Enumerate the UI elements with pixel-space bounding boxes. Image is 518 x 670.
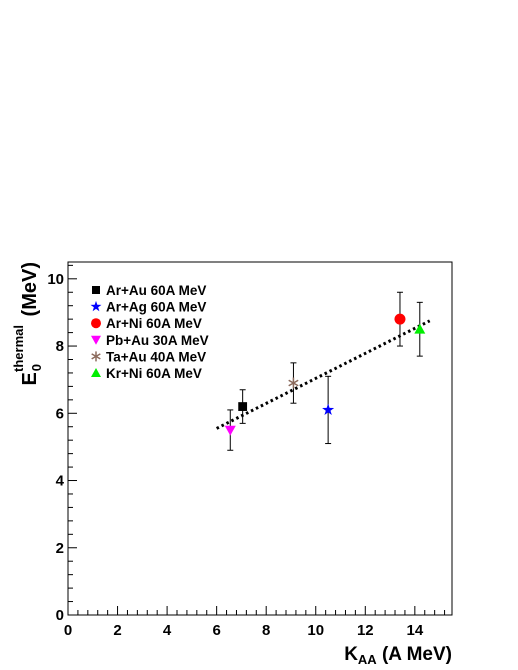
data-point: [224, 409, 236, 451]
legend-entry: Ar+Ag 60A MeV: [90, 300, 206, 315]
marker-triangle-up: [91, 368, 101, 377]
data-point: [394, 291, 406, 347]
marker-square: [238, 402, 248, 411]
marker-circle: [91, 318, 101, 329]
y-tick-label: 6: [56, 405, 64, 422]
legend-label: Ar+Au 60A MeV: [106, 283, 206, 298]
y-axis-title-group: E0thermal (MeV): [11, 262, 44, 386]
marker-asterisk: [288, 377, 299, 389]
fit-line: [215, 319, 431, 430]
y-tick-label: 2: [56, 540, 64, 557]
data-point: [414, 301, 426, 357]
marker-square: [92, 286, 100, 294]
legend-label: Kr+Ni 60A MeV: [106, 366, 202, 381]
legend-entry: Ta+Au 40A MeV: [91, 349, 206, 364]
legend-entry: Ar+Ni 60A MeV: [91, 316, 202, 331]
fit-line-group: [215, 319, 431, 430]
x-tick-label: 10: [307, 622, 324, 639]
y-tick-label: 10: [47, 271, 64, 288]
marker-triangle-up: [414, 323, 426, 334]
x-axis-title: KAA (A MeV): [344, 644, 452, 667]
marker-star: [322, 403, 335, 416]
legend-label: Pb+Au 30A MeV: [106, 333, 209, 348]
marker-circle: [394, 313, 406, 325]
x-tick-label: 8: [262, 622, 270, 639]
data-points: [224, 291, 426, 451]
x-tick-label: 14: [406, 622, 423, 639]
asterisk-stroke: [288, 379, 299, 387]
legend-entry: Ar+Au 60A MeV: [92, 283, 206, 298]
legend-entry: Pb+Au 30A MeV: [91, 333, 209, 348]
x-tick-label: 12: [357, 622, 374, 639]
legend-label: Ta+Au 40A MeV: [106, 349, 206, 364]
data-point: [238, 389, 248, 424]
marker-triangle-down: [91, 335, 101, 345]
x-tick-label: 0: [64, 622, 72, 639]
x-tick-label: 6: [212, 622, 220, 639]
legend-label: Ar+Ni 60A MeV: [106, 316, 202, 331]
asterisk-stroke: [91, 353, 101, 360]
y-tick-label: 4: [56, 473, 65, 490]
plot-frame: 0 2 4 6 8 10 12 14 0 2 4 6 8 10: [47, 261, 453, 639]
marker-asterisk: [91, 351, 101, 362]
x-tick-label: 4: [163, 622, 172, 639]
y-tick-label: 0: [56, 607, 64, 624]
marker-triangle-down: [224, 425, 236, 436]
legend-entry: Kr+Ni 60A MeV: [91, 366, 202, 381]
y-tick-label: 8: [56, 338, 64, 355]
plot-border: [67, 261, 453, 616]
y-axis-title: E0thermal (MeV): [11, 262, 44, 386]
legend-label: Ar+Ag 60A MeV: [106, 300, 206, 315]
marker-star: [90, 300, 102, 312]
data-point: [322, 375, 335, 445]
x-tick-label: 2: [113, 622, 121, 639]
data-point: [288, 362, 299, 404]
